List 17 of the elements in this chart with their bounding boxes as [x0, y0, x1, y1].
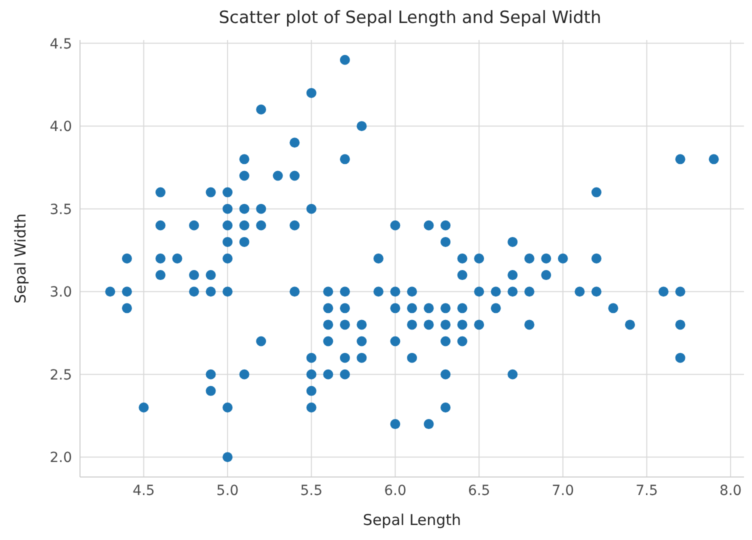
- x-tick-label: 6.0: [384, 482, 406, 499]
- y-axis-title: Sepal Width: [11, 214, 30, 304]
- y-tick-label: 4.0: [50, 119, 72, 136]
- x-tick-label: 8.0: [719, 482, 742, 499]
- y-tick-label: 2.0: [50, 450, 72, 466]
- x-tick-label: 7.5: [636, 482, 658, 499]
- x-tick-label: 5.0: [216, 482, 239, 499]
- x-tick-label: 5.5: [300, 482, 323, 499]
- y-tick-label: 4.5: [50, 36, 72, 52]
- y-tick-label: 3.0: [50, 284, 72, 301]
- x-tick-label: 6.5: [468, 482, 490, 499]
- chart-title: Scatter plot of Sepal Length and Sepal Width: [218, 8, 602, 30]
- y-tick-label: 3.5: [50, 202, 72, 218]
- x-tick-label: 4.5: [132, 482, 155, 499]
- x-tick-label: 7.0: [552, 482, 574, 499]
- y-tick-label: 2.5: [50, 367, 72, 384]
- x-axis-title: Sepal Length: [362, 511, 462, 529]
